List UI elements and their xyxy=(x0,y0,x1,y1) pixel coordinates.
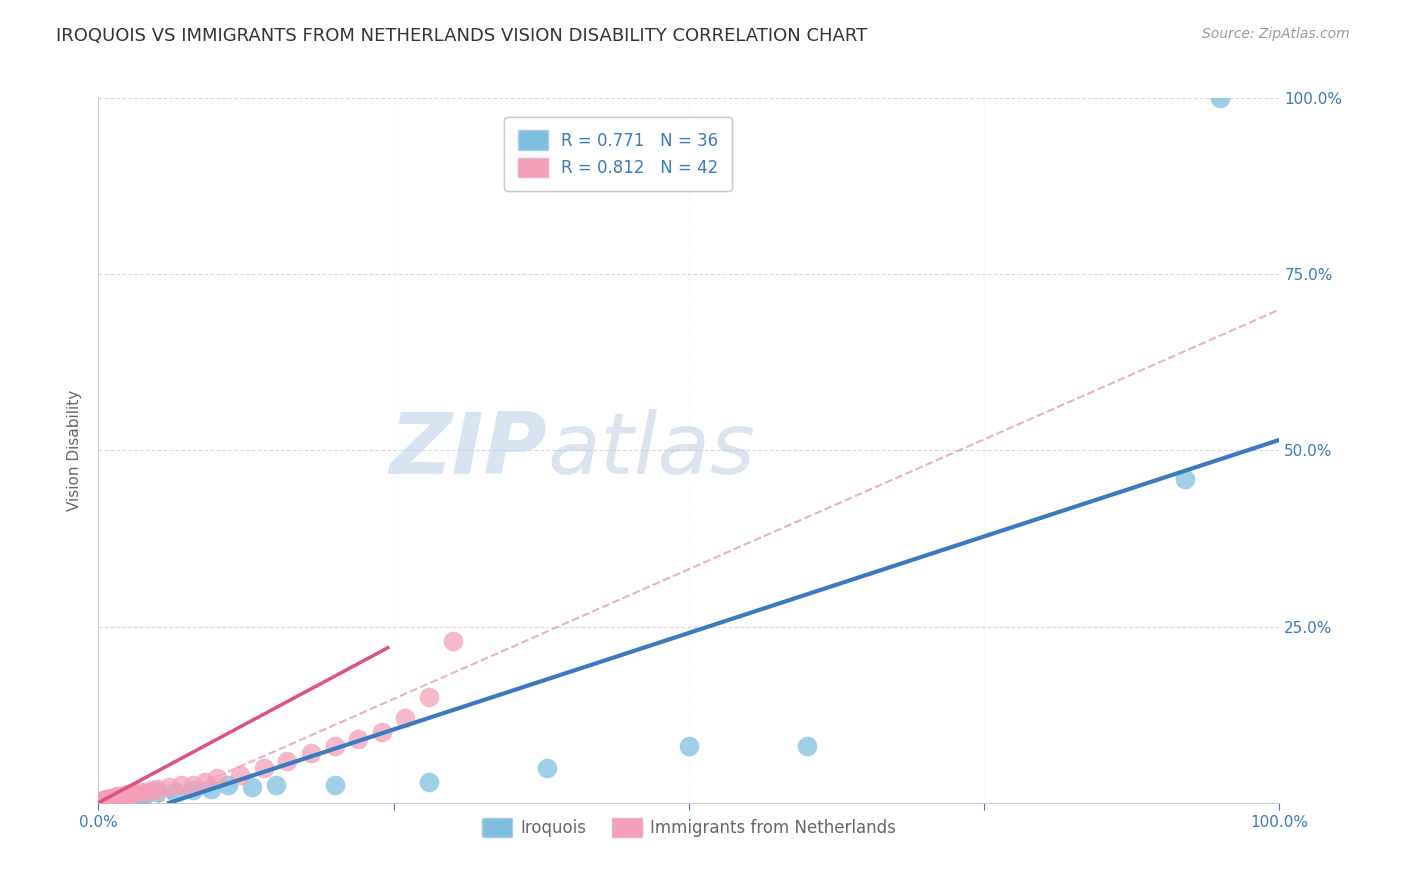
Point xyxy=(128,789,150,803)
Text: ZIP: ZIP xyxy=(389,409,547,492)
Point xyxy=(181,783,204,797)
Point xyxy=(105,790,128,805)
Point xyxy=(205,771,228,785)
Point xyxy=(418,690,440,705)
Point xyxy=(100,791,122,805)
Point xyxy=(170,778,193,792)
Point xyxy=(299,747,322,761)
Point xyxy=(94,794,117,808)
Point xyxy=(111,789,134,803)
Point xyxy=(194,774,217,789)
Point xyxy=(101,791,124,805)
Point xyxy=(371,725,394,739)
Point xyxy=(323,778,346,792)
Point xyxy=(181,778,204,792)
Point xyxy=(146,781,169,796)
Point xyxy=(108,789,131,804)
Point xyxy=(122,786,145,800)
Point xyxy=(101,791,124,805)
Point xyxy=(165,785,187,799)
Point xyxy=(157,780,180,795)
Point xyxy=(98,792,121,806)
Point xyxy=(135,785,157,799)
Point xyxy=(1174,472,1197,486)
Point xyxy=(98,791,121,805)
Point xyxy=(90,794,112,808)
Point xyxy=(100,790,122,805)
Point xyxy=(98,792,121,806)
Point xyxy=(91,794,114,808)
Point xyxy=(93,793,115,807)
Point xyxy=(97,793,120,807)
Point xyxy=(135,788,157,802)
Point xyxy=(103,790,125,805)
Y-axis label: Vision Disability: Vision Disability xyxy=(67,390,83,511)
Point xyxy=(110,789,132,803)
Point xyxy=(96,792,118,806)
Point xyxy=(94,793,117,807)
Point xyxy=(93,793,115,807)
Point xyxy=(128,785,150,799)
Text: Source: ZipAtlas.com: Source: ZipAtlas.com xyxy=(1202,27,1350,41)
Point xyxy=(112,789,135,803)
Point xyxy=(121,790,143,805)
Point xyxy=(394,711,416,725)
Point xyxy=(91,794,114,808)
Point xyxy=(117,788,139,802)
Point xyxy=(91,794,114,808)
Point xyxy=(97,792,120,806)
Point xyxy=(217,778,239,792)
Point xyxy=(323,739,346,754)
Point xyxy=(122,789,145,803)
Point xyxy=(112,790,135,805)
Text: IROQUOIS VS IMMIGRANTS FROM NETHERLANDS VISION DISABILITY CORRELATION CHART: IROQUOIS VS IMMIGRANTS FROM NETHERLANDS … xyxy=(56,27,868,45)
Point xyxy=(104,792,127,806)
Point xyxy=(121,788,143,802)
Point xyxy=(240,780,263,795)
Point xyxy=(276,754,298,768)
Point xyxy=(678,739,700,754)
Point xyxy=(125,788,148,802)
Point xyxy=(107,790,129,805)
Point xyxy=(105,790,128,805)
Point xyxy=(536,760,558,774)
Point xyxy=(111,790,134,805)
Point xyxy=(229,767,252,781)
Point xyxy=(104,790,127,805)
Point xyxy=(347,732,370,747)
Point xyxy=(264,778,287,792)
Point xyxy=(253,760,276,774)
Point xyxy=(105,789,128,804)
Point xyxy=(200,781,222,796)
Point xyxy=(117,789,139,803)
Point xyxy=(103,790,125,805)
Point xyxy=(146,785,169,799)
Point xyxy=(105,790,128,805)
Point xyxy=(441,633,464,648)
Point xyxy=(98,791,121,805)
Point xyxy=(418,774,440,789)
Text: atlas: atlas xyxy=(547,409,755,492)
Point xyxy=(1209,91,1232,105)
Point xyxy=(796,739,818,754)
Legend: Iroquois, Immigrants from Netherlands: Iroquois, Immigrants from Netherlands xyxy=(475,811,903,844)
Point xyxy=(108,791,131,805)
Point xyxy=(141,783,163,797)
Point xyxy=(96,791,118,805)
